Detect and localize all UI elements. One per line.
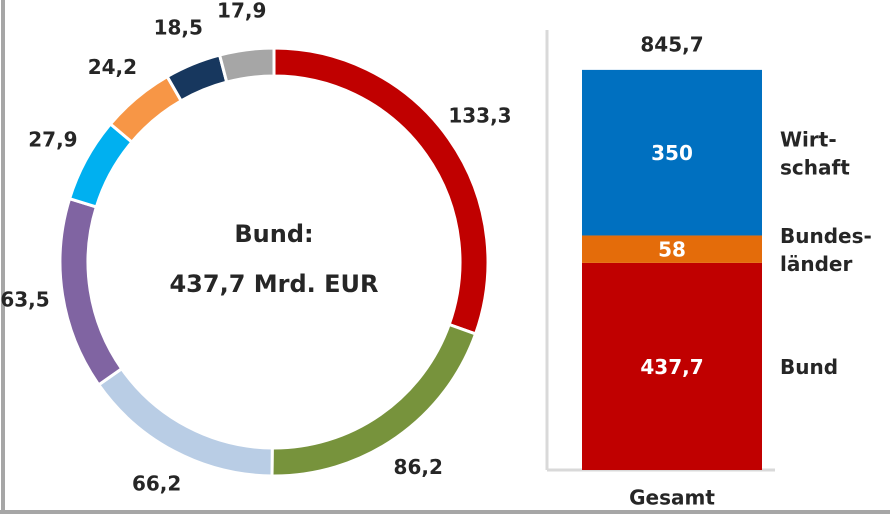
donut-segment xyxy=(217,46,276,84)
legend-label: Bund xyxy=(780,355,838,379)
donut-segment xyxy=(58,196,124,387)
data-label: 86,2 xyxy=(394,455,443,479)
center-label: 437,7 Mrd. EUR xyxy=(169,270,378,298)
donut-segment xyxy=(165,53,229,103)
total-label: 845,7 xyxy=(640,33,703,57)
data-label: 18,5 xyxy=(154,15,203,39)
center-label: Bund: xyxy=(234,220,313,248)
donut-segment xyxy=(96,366,274,478)
data-label: 17,9 xyxy=(217,0,266,23)
data-label: 27,9 xyxy=(28,128,77,152)
donut-segment xyxy=(270,322,478,478)
x-tick-label: Gesamt xyxy=(629,486,715,510)
data-label: 350 xyxy=(651,141,693,165)
legend-label: Bundes-länder xyxy=(780,224,872,276)
donut-segment xyxy=(67,121,134,209)
data-label: 58 xyxy=(658,238,686,262)
bar-segment xyxy=(582,235,762,263)
bar-segment xyxy=(582,69,762,236)
bar-segment xyxy=(582,262,762,470)
data-label: 437,7 xyxy=(640,355,703,379)
data-label: 63,5 xyxy=(0,288,49,312)
donut-segment xyxy=(108,74,184,145)
legend-label: Wirt-schaft xyxy=(780,127,850,179)
data-label: 24,2 xyxy=(88,55,137,79)
data-label: 66,2 xyxy=(132,471,181,495)
data-label: 133,3 xyxy=(448,103,511,127)
